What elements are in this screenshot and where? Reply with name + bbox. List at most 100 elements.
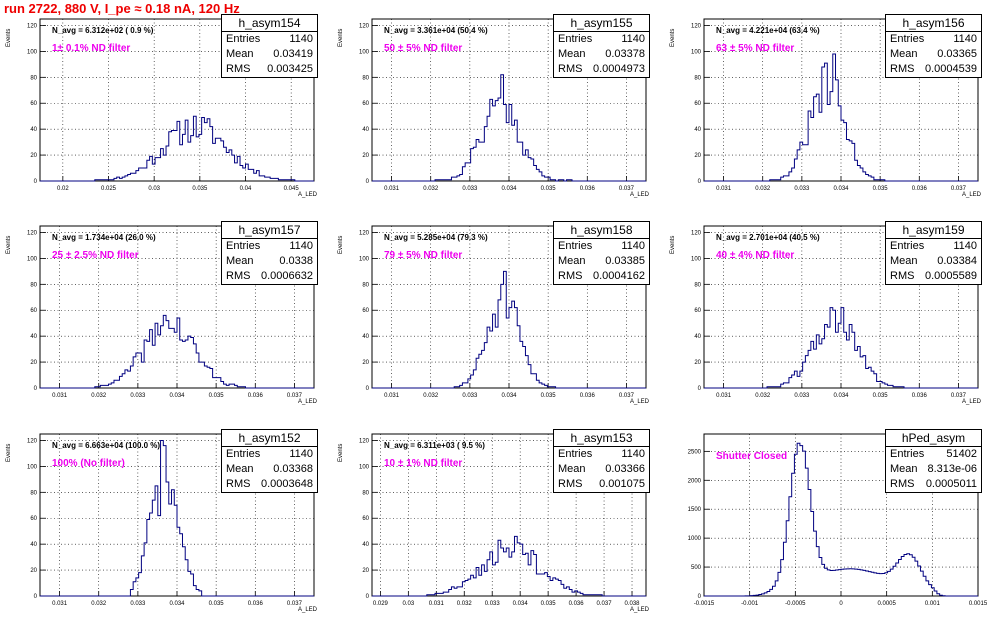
stat-value: 1140 [953,240,977,252]
filter-label: 10 ± 1% ND filter [384,458,463,469]
stat-key: Entries [558,33,593,45]
x-tick-label: 0.03 [403,601,415,607]
stat-value: 1140 [621,33,645,45]
y-tick-label: 40 [362,334,369,340]
y-tick-label: 40 [694,127,701,133]
panel-h_asym153: 0.029 0.03 0.031 0.032 0.033 0.034 0.035 0.036 0… [332,428,662,633]
stats-box: Entries 1140 Mean 0.03365 RMS 0.0004539 [885,31,982,78]
y-tick-label: 0 [366,594,370,600]
y-tick-label: 40 [30,127,37,133]
x-tick-label: 0.031 [52,393,68,399]
x-tick-label: 0.033 [130,601,146,607]
y-tick-label: 120 [27,23,38,29]
x-tick-label: 0.037 [287,601,303,607]
stat-value: 0.0005011 [925,478,977,490]
stat-value: 0.0338 [279,255,313,267]
x-tick-label: 0.036 [912,393,928,399]
y-tick-label: 2000 [688,478,702,484]
stat-value: 1140 [289,448,313,460]
x-tick-label: 0.035 [209,601,225,607]
stat-key: Entries [226,240,261,252]
stat-rms: RMS 0.0003648 [222,477,317,492]
stat-value: 0.003425 [267,63,313,75]
stat-key: Entries [890,240,925,252]
stat-key: Entries [558,240,593,252]
stat-key: RMS [558,270,583,282]
y-axis-label: Events [6,235,12,254]
stat-mean: Mean 0.03366 [554,462,649,477]
histogram-title: h_asym152 [221,429,318,447]
x-tick-label: 0.033 [130,393,146,399]
x-tick-label: 0.032 [423,186,439,192]
x-tick-label: 0.03 [148,186,160,192]
y-tick-label: 80 [694,75,701,81]
x-tick-label: 0.036 [248,601,264,607]
stat-entries: Entries 1140 [222,447,317,462]
y-tick-label: 80 [362,75,369,81]
stat-value: 1140 [289,33,313,45]
x-tick-label: 0.034 [833,393,849,399]
stat-rms: RMS 0.001075 [554,477,649,492]
x-tick-label: 0.032 [91,393,107,399]
x-tick-label: 0.036 [912,186,928,192]
x-tick-label: 0.035 [541,601,557,607]
stat-rms: RMS 0.0006632 [222,269,317,284]
filter-label: 50 ± 5% ND filter [384,43,463,54]
y-axis-label: Events [670,235,676,254]
x-tick-label: 0.035 [541,393,557,399]
stat-value: 1140 [953,33,977,45]
x-tick-label: 0.035 [541,186,557,192]
stat-mean: Mean 0.03378 [554,47,649,62]
stat-key: RMS [890,270,915,282]
stat-key: RMS [558,478,583,490]
stats-box: Entries 1140 Mean 0.03385 RMS 0.0004162 [553,238,650,285]
panel-hPed_asym: -0.0015 -0.001 -0.0005 0 0.0005 0.001 0.0015 0 5… [664,428,994,633]
x-tick-label: 0.02 [57,186,69,192]
x-tick-label: 0.035 [873,186,889,192]
y-axis-label: Events [670,28,676,47]
stats-box: Entries 1140 Mean 0.03366 RMS 0.001075 [553,446,650,493]
filter-label: 25 ± 2.5% ND filter [52,250,139,261]
x-tick-label: 0.001 [925,601,941,607]
stat-rms: RMS 0.003425 [222,62,317,77]
stat-mean: Mean 0.03384 [886,254,981,269]
y-tick-label: 100 [359,256,370,262]
y-tick-label: 120 [27,230,38,236]
x-tick-label: 0.032 [91,601,107,607]
n-avg-label: N_avg = 6.663e+04 (100.0 %) [52,441,161,450]
x-tick-label: 0.04 [240,186,252,192]
stat-entries: Entries 51402 [886,447,981,462]
histogram-line [704,442,978,597]
y-axis-label: Events [338,235,344,254]
x-axis-label: A_LED [630,192,650,198]
histogram-line [704,53,978,182]
y-tick-label: 60 [694,308,701,314]
x-tick-label: 0.033 [794,393,810,399]
y-axis-label: Events [338,443,344,462]
stat-entries: Entries 1140 [554,447,649,462]
y-tick-label: 80 [30,282,37,288]
y-tick-label: 1000 [688,536,702,542]
stats-box: Entries 1140 Mean 0.0338 RMS 0.0006632 [221,238,318,285]
y-tick-label: 100 [27,464,38,470]
panel-h_asym159: 0.031 0.032 0.033 0.034 0.035 0.036 0.037 0 20 40… [664,220,994,425]
x-tick-label: 0.037 [619,186,635,192]
x-tick-label: 0.031 [716,393,732,399]
stat-key: Mean [890,48,918,60]
y-tick-label: 20 [362,360,369,366]
panel-h_asym157: 0.031 0.032 0.033 0.034 0.035 0.036 0.037 0 20 40… [0,220,330,425]
x-tick-label: 0.035 [873,393,889,399]
y-tick-label: 100 [691,49,702,55]
histogram-title: h_asym153 [553,429,650,447]
y-axis-label: Events [6,443,12,462]
y-tick-label: 20 [694,153,701,159]
x-axis-label: A_LED [630,607,650,613]
histogram-title: h_asym157 [221,221,318,239]
x-tick-label: 0.031 [52,601,68,607]
x-tick-label: 0.031 [384,186,400,192]
panel-h_asym155: 0.031 0.032 0.033 0.034 0.035 0.036 0.037 0 20 40… [332,13,662,218]
y-tick-label: 60 [362,516,369,522]
x-tick-label: 0.036 [580,186,596,192]
stats-box: Entries 1140 Mean 0.03419 RMS 0.003425 [221,31,318,78]
